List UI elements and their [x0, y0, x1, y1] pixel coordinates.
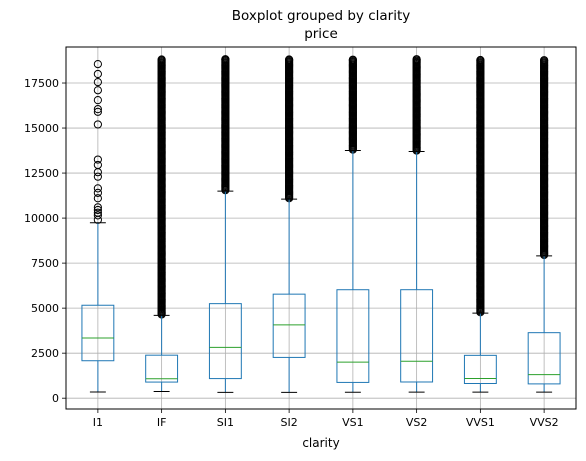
- box-group: [208, 55, 242, 393]
- x-axis-label: clarity: [302, 436, 339, 450]
- iqr-box: [463, 354, 497, 384]
- box-group: [81, 60, 115, 393]
- y-tick-label: 0: [52, 392, 59, 405]
- x-tick-label: SI1: [217, 416, 234, 429]
- iqr-box: [527, 332, 561, 385]
- outlier-point: [93, 184, 102, 193]
- box-series: [81, 55, 561, 393]
- outlier-point: [540, 56, 549, 65]
- outlier-point: [93, 188, 102, 197]
- outlier-point: [93, 160, 102, 170]
- box-group: [272, 55, 306, 393]
- iqr-box: [208, 303, 242, 380]
- x-tick-label: SI2: [281, 416, 298, 429]
- box-group: [400, 55, 434, 393]
- outlier-point: [412, 55, 421, 64]
- figure-suptitle: Boxplot grouped by clarity: [231, 8, 411, 24]
- iqr-box: [145, 354, 179, 383]
- outlier-point: [93, 211, 102, 220]
- iqr-box: [400, 289, 434, 383]
- box-group: [463, 55, 497, 393]
- outlier-point: [93, 60, 102, 69]
- x-tick-label: IF: [157, 416, 167, 429]
- outlier-point: [93, 96, 102, 105]
- outlier-point: [93, 105, 102, 114]
- iqr-box: [81, 304, 115, 362]
- outlier-point: [93, 86, 102, 95]
- outlier-point: [157, 55, 166, 64]
- box-group: [145, 55, 179, 393]
- outlier-point: [93, 69, 102, 79]
- y-tick-label: 12500: [24, 167, 59, 180]
- outlier-point: [221, 55, 230, 64]
- y-tick-label: 10000: [24, 212, 59, 225]
- axes-frame: [65, 46, 577, 410]
- iqr-box: [272, 293, 306, 358]
- x-tick-label: I1: [93, 416, 103, 429]
- outlier-point: [93, 194, 102, 203]
- y-tick-label: 5000: [31, 302, 59, 315]
- y-tick-label: 17500: [24, 77, 59, 90]
- outlier-point: [93, 205, 102, 215]
- outlier-point: [285, 55, 294, 64]
- outlier-point: [93, 107, 102, 116]
- outlier-point: [93, 208, 102, 217]
- axis-ticks: 0 2500 5000 7500 10000 12500 15000 17500 I1 IF SI1…: [24, 77, 559, 429]
- y-tick-label: 15000: [24, 122, 59, 135]
- axes-title: price: [304, 26, 338, 42]
- box-group: [527, 56, 561, 393]
- outlier-point: [348, 55, 357, 64]
- outlier-point: [93, 155, 102, 164]
- x-tick-label: VVS1: [466, 416, 495, 429]
- x-tick-label: VS2: [406, 416, 428, 429]
- outlier-point: [93, 78, 102, 87]
- grid-lines: [66, 47, 576, 409]
- outlier-point: [93, 120, 102, 129]
- y-tick-label: 2500: [31, 347, 59, 360]
- x-tick-label: VS1: [342, 416, 364, 429]
- outlier-point: [93, 203, 102, 212]
- outlier-point: [476, 55, 485, 65]
- y-tick-label: 7500: [31, 257, 59, 270]
- x-tick-label: VVS2: [530, 416, 559, 429]
- box-group: [336, 55, 370, 393]
- outlier-point: [93, 172, 102, 181]
- iqr-box: [336, 289, 370, 383]
